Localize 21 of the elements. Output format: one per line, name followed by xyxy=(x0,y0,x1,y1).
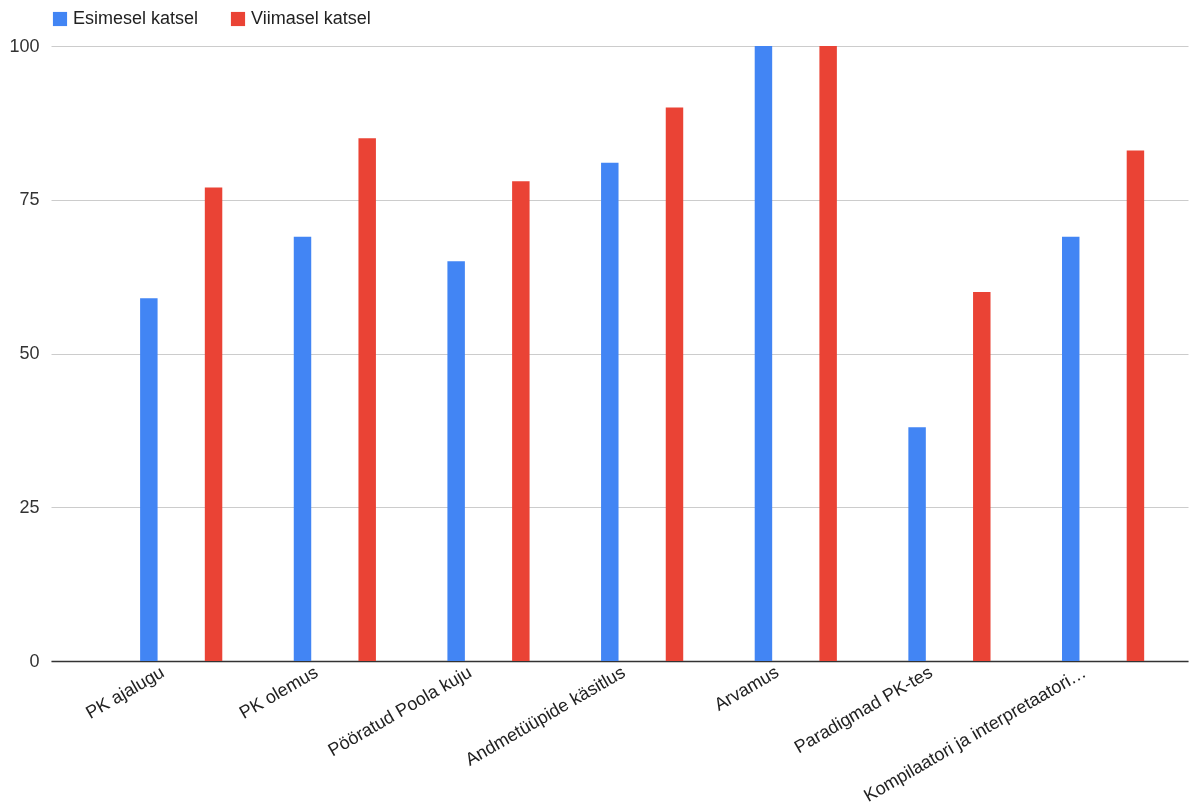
bar xyxy=(447,261,465,661)
bar xyxy=(908,427,926,661)
y-tick-label: 50 xyxy=(19,343,40,363)
bar xyxy=(601,162,619,661)
bar xyxy=(204,187,223,661)
y-tick-label: 25 xyxy=(19,496,40,517)
bar xyxy=(512,181,530,661)
bar xyxy=(140,298,158,661)
bar xyxy=(1126,150,1145,661)
bar xyxy=(665,107,684,661)
legend-label: Esimesel katsel xyxy=(73,8,199,28)
bar xyxy=(1062,236,1080,661)
legend-label: Viimasel katsel xyxy=(251,8,371,28)
bar xyxy=(819,46,837,661)
y-tick-label: 100 xyxy=(9,35,40,56)
bar xyxy=(973,292,991,661)
bar xyxy=(754,46,773,661)
bar xyxy=(293,236,312,661)
y-tick-label: 75 xyxy=(19,189,40,210)
bar xyxy=(358,138,376,661)
y-tick-label: 0 xyxy=(29,650,40,671)
